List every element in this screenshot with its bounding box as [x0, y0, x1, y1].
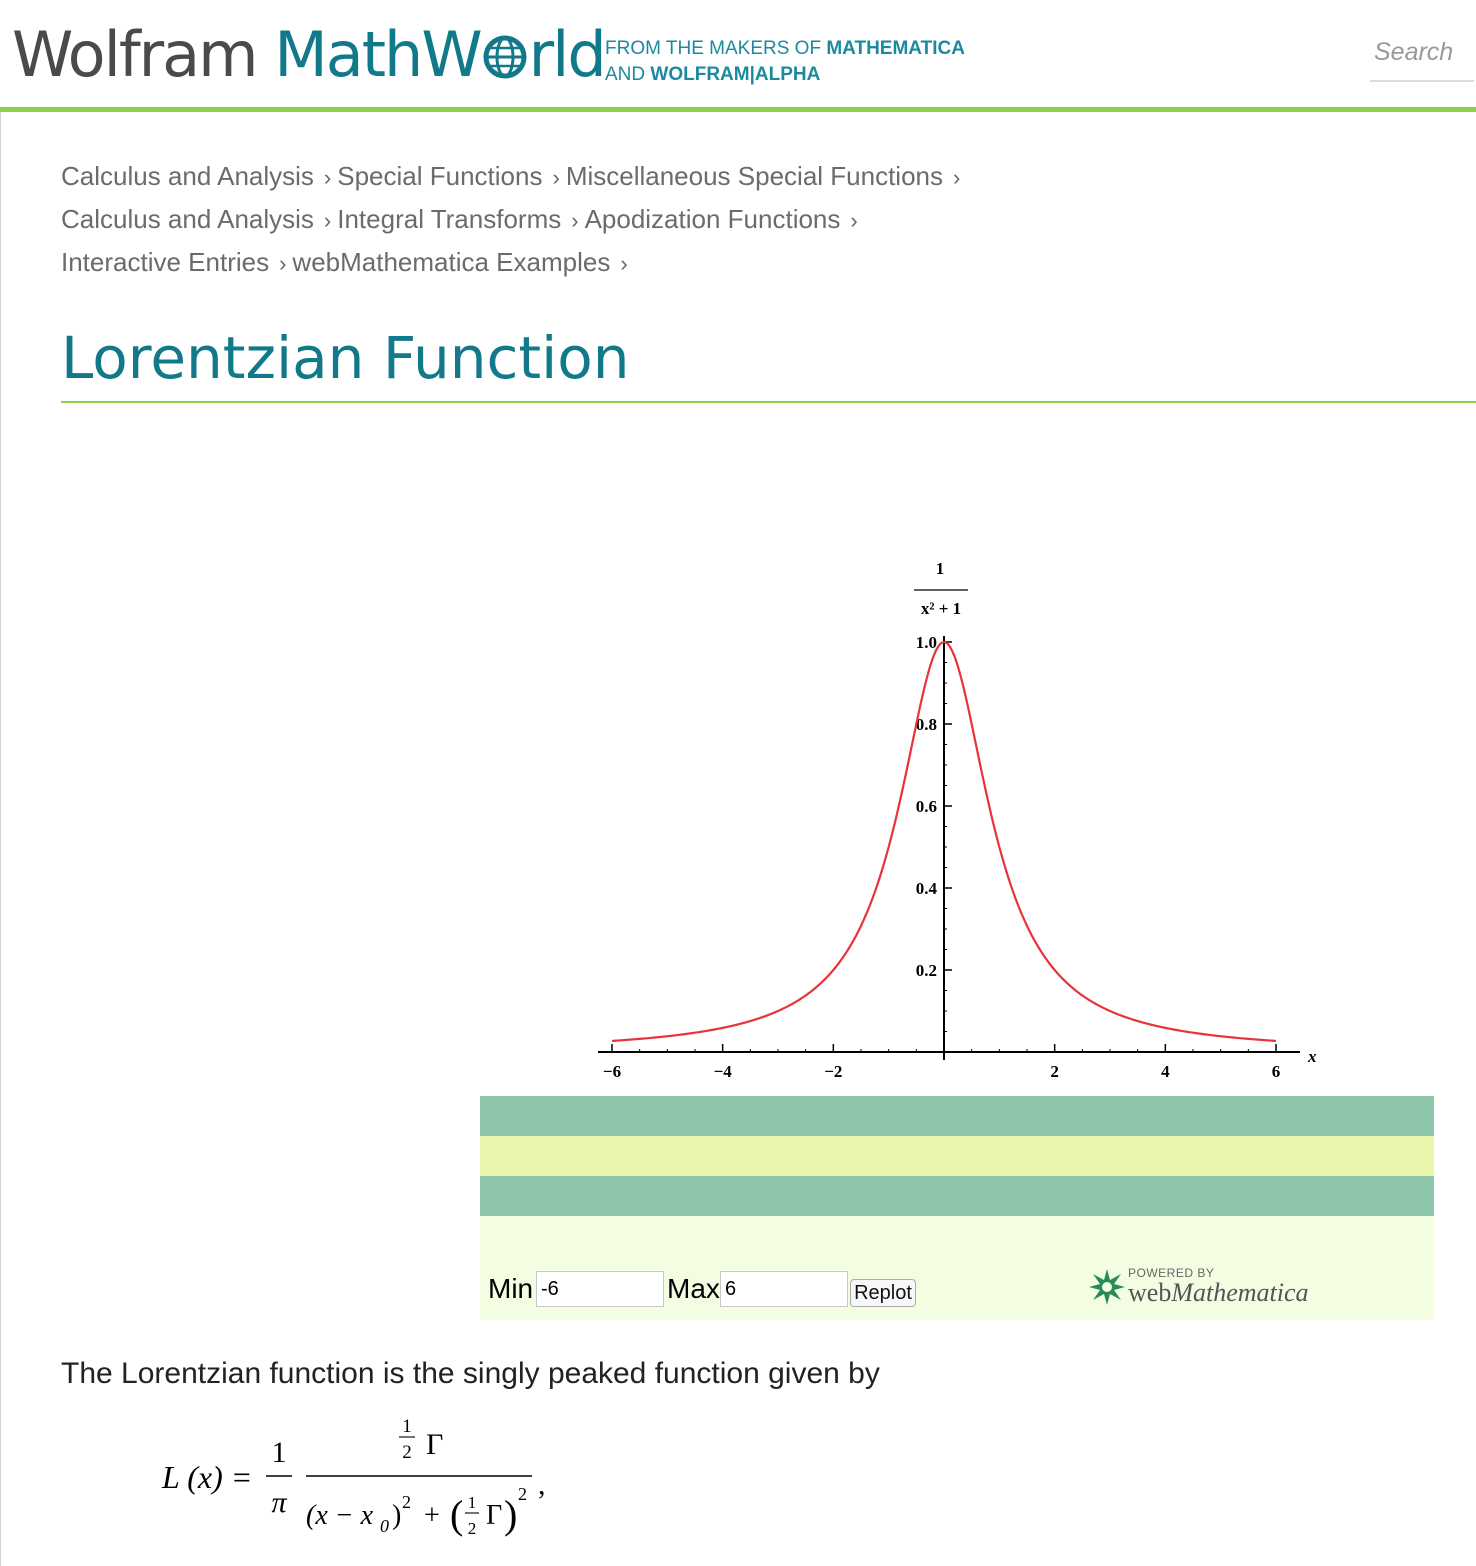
- breadcrumb-link[interactable]: webMathematica Examples: [292, 247, 611, 277]
- breadcrumb-link[interactable]: Interactive Entries: [61, 247, 270, 277]
- formula-den-subscript: 0: [380, 1516, 389, 1536]
- breadcrumb-link[interactable]: Integral Transforms: [337, 204, 562, 234]
- header-divider: [0, 107, 1476, 112]
- formula-half2-denominator: 2: [468, 1519, 477, 1538]
- globe-icon: [483, 35, 527, 79]
- breadcrumb-separator: ›: [279, 251, 287, 276]
- breadcrumb: Calculus and Analysis › Integral Transform…: [61, 201, 864, 237]
- webmathematica-star-icon: [1089, 1269, 1125, 1305]
- min-label: Min: [488, 1273, 534, 1304]
- breadcrumb: Calculus and Analysis › Special Functions ›…: [61, 158, 966, 194]
- breadcrumb-link[interactable]: Calculus and Analysis: [61, 161, 314, 191]
- formula-lhs: L (x) =: [161, 1459, 252, 1495]
- formula-svg: L (x) = 1 π 1 2 Γ (x − x 0 ) 2 + ( 1 2 Γ…: [161, 1416, 546, 1538]
- site-header: Wolfram MathW rld FROM THE MAKERS OF MATH…: [0, 0, 1476, 108]
- breadcrumb-separator: ›: [552, 165, 560, 190]
- max-input[interactable]: [720, 1271, 848, 1307]
- plot-axes: [598, 636, 1300, 1060]
- left-border: [0, 112, 1, 1566]
- intro-paragraph: The Lorentzian function is the singly pe…: [61, 1357, 880, 1390]
- min-input[interactable]: [536, 1271, 664, 1307]
- logo-wolfram-text: Wolfram: [12, 18, 259, 91]
- y-tick-label: 0.8: [916, 715, 937, 734]
- breadcrumb-separator: ›: [850, 208, 858, 233]
- breadcrumb-link[interactable]: Special Functions: [337, 161, 543, 191]
- breadcrumb-link[interactable]: Calculus and Analysis: [61, 204, 314, 234]
- formula-half-numerator: 1: [402, 1416, 412, 1437]
- logo-mathworld-text: MathW rld: [274, 18, 606, 91]
- formula-den-square2: 2: [518, 1484, 527, 1504]
- search-input[interactable]: [1370, 30, 1474, 74]
- breadcrumb-link[interactable]: Miscellaneous Special Functions: [565, 161, 944, 191]
- wolfram-mathworld-logo[interactable]: Wolfram MathW rld: [12, 14, 607, 96]
- formula-half2-numerator: 1: [468, 1493, 477, 1512]
- breadcrumb-separator: ›: [620, 251, 628, 276]
- replot-button[interactable]: Replot: [850, 1279, 916, 1307]
- powered-by-text: POWERED BY: [1128, 1266, 1215, 1280]
- search-box: [1370, 30, 1474, 82]
- webmathematica-wordmark: webMathematica: [1128, 1278, 1309, 1307]
- y-tick-label: 0.4: [916, 879, 938, 898]
- plot-ticks: −6 −4 −2 2 4 6 0.2 0.4 0.6 0.8 1.0: [603, 633, 1280, 1081]
- breadcrumb: Interactive Entries › webMathematica Examp…: [61, 244, 634, 280]
- function-label-numerator: 1: [936, 559, 945, 578]
- x-tick-label: −4: [714, 1062, 733, 1081]
- y-tick-label: 0.2: [916, 961, 937, 980]
- webmathematica-band: [480, 1176, 1434, 1216]
- breadcrumb-link[interactable]: Apodization Functions: [584, 204, 841, 234]
- function-label-denominator: x² + 1: [921, 599, 961, 618]
- page-title: Lorentzian Function: [61, 324, 630, 392]
- max-label: Max: [667, 1273, 720, 1304]
- lorentzian-plot: 1 x² + 1 −6 −4 −2 2 4 6 0.2 0.4 0.6 0.8 1.0 x: [560, 540, 1360, 1100]
- formula-gamma-denominator: Γ: [486, 1500, 502, 1531]
- lorentzian-formula: L (x) = 1 π 1 2 Γ (x − x 0 ) 2 + ( 1 2 Γ…: [160, 1410, 580, 1560]
- webmathematica-band: [480, 1096, 1434, 1136]
- breadcrumb-separator: ›: [953, 165, 961, 190]
- y-tick-label: 0.6: [916, 797, 937, 816]
- title-divider: [61, 401, 1476, 403]
- plot-series: [611, 640, 1277, 1043]
- x-tick-label: −2: [824, 1062, 842, 1081]
- x-tick-label: 6: [1272, 1062, 1281, 1081]
- powered-by-webmathematica[interactable]: POWERED BY webMathematica: [1088, 1264, 1318, 1310]
- svg-text:): ): [504, 1492, 517, 1537]
- formula-trailing-comma: ,: [538, 1468, 546, 1501]
- x-tick-label: −6: [603, 1062, 621, 1081]
- formula-coef-numerator: 1: [272, 1436, 287, 1469]
- x-axis-label: x: [1307, 1047, 1317, 1066]
- formula-gamma-numerator: Γ: [426, 1428, 443, 1461]
- y-tick-label: 1.0: [916, 633, 937, 652]
- formula-plus: +: [424, 1500, 440, 1531]
- plot-svg: 1 x² + 1 −6 −4 −2 2 4 6 0.2 0.4 0.6 0.8 1.0 x: [598, 559, 1317, 1081]
- breadcrumb-separator: ›: [571, 208, 579, 233]
- webmathematica-band: [480, 1136, 1434, 1176]
- breadcrumb-separator: ›: [323, 208, 332, 233]
- formula-den-square1: 2: [402, 1492, 411, 1512]
- x-tick-label: 4: [1161, 1062, 1170, 1081]
- formula-half-denominator: 2: [402, 1442, 412, 1463]
- formula-coef-denominator: π: [271, 1486, 287, 1519]
- breadcrumb-separator: ›: [323, 165, 332, 190]
- formula-den-part2: ): [392, 1500, 401, 1531]
- formula-den-part1: (x − x: [306, 1500, 374, 1531]
- lorentzian-curve: [611, 640, 1277, 1043]
- tagline[interactable]: FROM THE MAKERS OF MATHEMATICA AND WOLFR…: [605, 38, 965, 85]
- svg-text:(: (: [450, 1492, 463, 1537]
- x-tick-label: 2: [1050, 1062, 1059, 1081]
